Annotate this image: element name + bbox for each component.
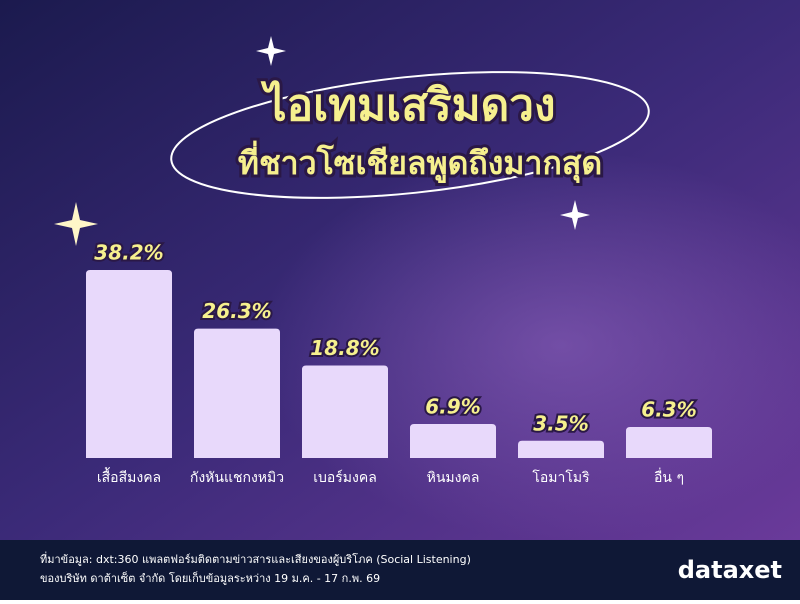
nebula bbox=[200, 150, 800, 540]
bar bbox=[194, 328, 280, 458]
orbit bbox=[170, 71, 650, 199]
source-line: ของบริษัท ดาต้าเซ็ต จำกัด โดยเก็บข้อมูลร… bbox=[40, 571, 380, 585]
bar bbox=[626, 426, 712, 458]
value-label: 3.5% bbox=[533, 411, 588, 435]
star bbox=[256, 36, 286, 66]
value-label: 38.2% bbox=[94, 241, 163, 265]
category-label: โอมาโมริ bbox=[532, 469, 590, 486]
category-label: อื่น ๆ bbox=[654, 468, 684, 486]
value-label: 18.8% bbox=[310, 336, 379, 360]
footer-band bbox=[0, 540, 800, 600]
chart-subtitle: ที่ชาวโซเชียลพูดถึงมากสุด bbox=[238, 140, 602, 184]
bar bbox=[86, 270, 172, 458]
source-line: ที่มาข้อมูล: dxt:360 แพลตฟอร์มติดตามข่าว… bbox=[40, 551, 471, 566]
star bbox=[560, 200, 590, 230]
category-label: หินมงคล bbox=[427, 470, 480, 486]
value-label: 6.3% bbox=[641, 397, 696, 421]
category-label: เสื้อสีมงคล bbox=[97, 467, 161, 486]
logo: dataxet bbox=[678, 556, 782, 584]
bar bbox=[518, 440, 604, 458]
chart-title: ไอเทมเสริมดวง bbox=[261, 79, 556, 131]
bar bbox=[410, 424, 496, 458]
value-label: 6.9% bbox=[425, 395, 480, 419]
category-label: กังหันแชกงหมิว bbox=[190, 470, 284, 486]
value-label: 26.3% bbox=[202, 299, 271, 323]
bar bbox=[302, 365, 388, 458]
category-label: เบอร์มงคล bbox=[313, 469, 377, 486]
sparkle bbox=[54, 202, 98, 246]
